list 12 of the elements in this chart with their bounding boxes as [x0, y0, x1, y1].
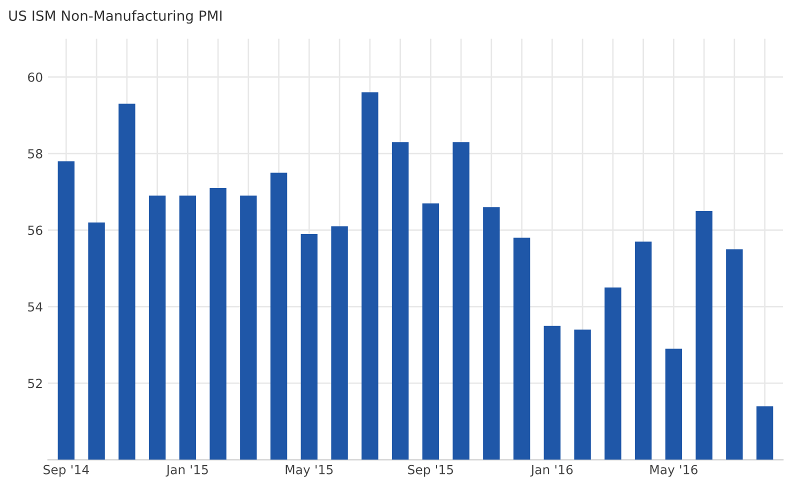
x-tick-label: Sep '14: [44, 464, 89, 477]
y-tick-label: 52: [28, 378, 42, 388]
y-tick-label: 54: [28, 302, 42, 312]
y-tick-label: 56: [28, 226, 42, 236]
x-tick-label: May '15: [286, 465, 333, 477]
y-tick-label: 58: [28, 149, 42, 158]
y-tick-label: 60: [28, 72, 42, 82]
x-tick-label: Jan '16: [530, 464, 573, 477]
x-tick-label: Jan '15: [166, 465, 208, 477]
x-tick-label: Sep '15: [408, 464, 454, 477]
x-tick-label: May '16: [650, 464, 698, 477]
chart-title: US ISM Non-Manufacturing PMI: [9, 10, 222, 24]
